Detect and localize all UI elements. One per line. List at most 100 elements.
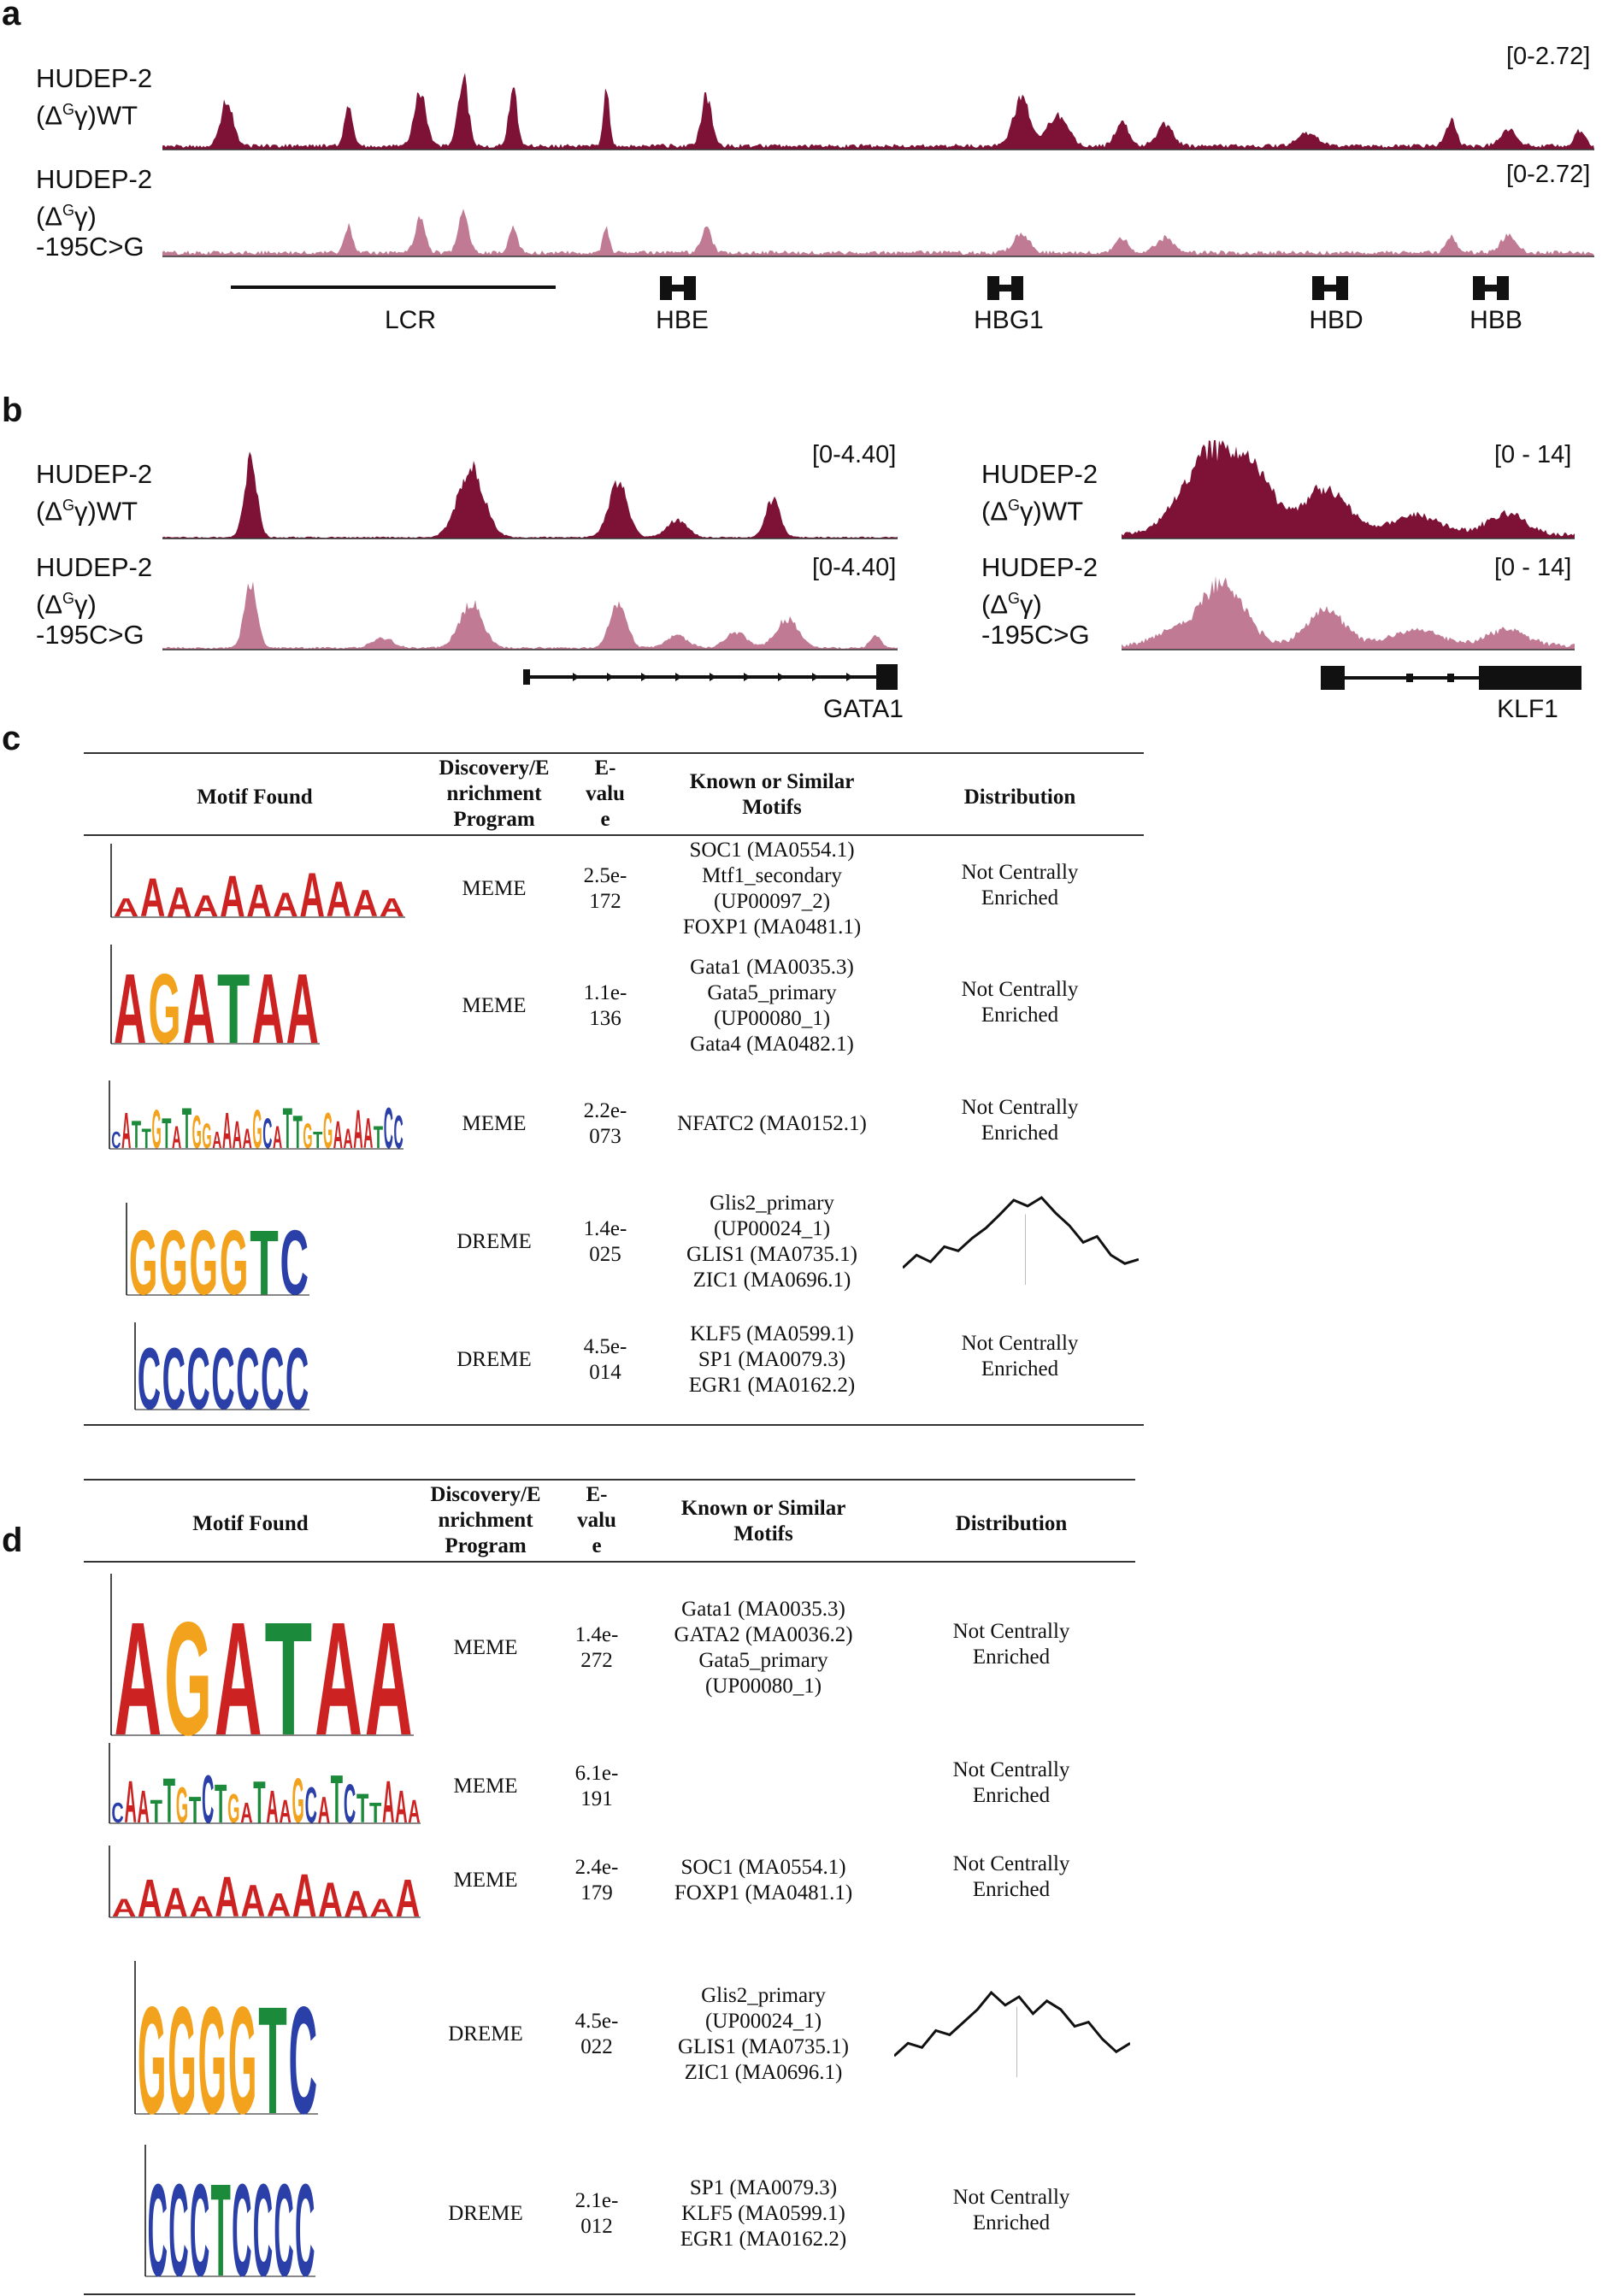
svg-text:C: C (202, 1761, 214, 1834)
panel-a-mut-coverage-track (162, 209, 1594, 257)
distribution-cell: Not Centrally Enriched (961, 861, 1079, 910)
hbb-gene-glyph (1473, 276, 1509, 300)
panel-a-track1-label: HUDEP-2 (ΔGγ)WT (36, 63, 153, 131)
svg-text:G: G (220, 1210, 249, 1305)
panel-a-wt-coverage-track (162, 73, 1594, 150)
svg-text:G: G (148, 953, 180, 1054)
svg-text:G: G (151, 1099, 161, 1159)
svg-text:C: C (186, 1330, 209, 1420)
svg-text:A: A (315, 1589, 362, 1746)
program-cell: MEME (462, 1112, 527, 1135)
svg-text:T: T (163, 1764, 175, 1834)
known-motifs-cell: SOC1 (MA0554.1) Mtf1_secondary (UP00097_2)… (682, 839, 862, 939)
evalue-cell: 1.4e- 272 (574, 1622, 619, 1672)
panel-b-left-track2-label: HUDEP-2 (ΔGγ) -195C>G (36, 552, 153, 651)
svg-text:A: A (344, 1123, 353, 1154)
svg-text:C: C (295, 2157, 315, 2287)
svg-text:T: T (293, 1106, 303, 1158)
program-cell: DREME (448, 2202, 523, 2225)
svg-text:A: A (121, 1102, 131, 1159)
known-motifs-cell: SP1 (MA0079.3) KLF5 (MA0599.1) EGR1 (MA016… (680, 2176, 847, 2251)
svg-text:C: C (190, 2157, 209, 2287)
hbe-gene-glyph (660, 276, 696, 300)
evalue-cell: 2.5e- 172 (583, 864, 627, 913)
svg-text:A: A (212, 1127, 221, 1153)
svg-text:C: C (211, 1330, 234, 1420)
svg-text:A: A (279, 1793, 291, 1830)
evalue-cell: 4.5e- 014 (583, 1334, 627, 1384)
panel-b-klf1-wt-track (1122, 440, 1575, 539)
svg-text:A: A (167, 879, 192, 926)
svg-text:T: T (356, 1786, 368, 1832)
svg-text:C: C (262, 1110, 272, 1157)
svg-text:A: A (353, 1099, 362, 1159)
svg-text:T: T (132, 1113, 141, 1157)
gene-label-klf1: KLF1 (1497, 695, 1558, 723)
svg-text:C: C (148, 2157, 168, 2287)
svg-text:G: G (159, 1210, 188, 1305)
known-motifs-cell: Gata1 (MA0035.3) GATA2 (MA0036.2) Gata5_pr… (674, 1597, 853, 1698)
svg-text:A: A (408, 1793, 420, 1830)
svg-text:G: G (303, 1116, 312, 1156)
svg-text:C: C (289, 1975, 318, 2124)
header-motif-found: Motif Found (192, 1512, 309, 1535)
distribution-cell: Not Centrally Enriched (952, 2186, 1070, 2234)
svg-text:T: T (253, 1769, 265, 1834)
gene-label-hbe: HBE (656, 306, 709, 334)
svg-text:G: G (202, 1116, 211, 1156)
program-cell: MEME (453, 1869, 518, 1892)
svg-text:A: A (380, 894, 405, 922)
svg-text:A: A (396, 1869, 421, 1928)
svg-text:G: G (176, 1777, 188, 1834)
evalue-cell: 1.4e- 025 (583, 1217, 627, 1266)
table-rule (84, 1424, 1144, 1426)
svg-text:C: C (280, 1210, 309, 1305)
distribution-curve (894, 1990, 1130, 2077)
gene-label-hbb: HBB (1469, 306, 1522, 334)
distribution-cell: Not Centrally Enriched (952, 1758, 1070, 1807)
known-motifs-cell: SOC1 (MA0554.1) FOXP1 (MA0481.1) (674, 1856, 853, 1905)
distribution-cell: Not Centrally Enriched (952, 1619, 1070, 1669)
svg-text:T: T (150, 1793, 162, 1830)
svg-text:A: A (365, 1589, 413, 1746)
svg-text:A: A (163, 1880, 188, 1926)
header-program: Discovery/E nrichment Program (430, 1483, 541, 1557)
header-evalue: E-valu e (586, 757, 625, 831)
svg-text:A: A (172, 1120, 181, 1155)
svg-text:A: A (299, 861, 325, 927)
svg-text:G: G (168, 1975, 197, 2124)
svg-text:A: A (193, 890, 219, 923)
svg-text:A: A (114, 1589, 162, 1746)
distribution-cell: Not Centrally Enriched (961, 978, 1079, 1027)
svg-text:T: T (313, 1127, 322, 1153)
svg-text:A: A (327, 872, 352, 927)
table-rule (84, 1561, 1135, 1563)
svg-text:T: T (258, 1975, 287, 2124)
program-cell: MEME (453, 1635, 518, 1659)
svg-text:C: C (111, 1127, 121, 1153)
svg-text:T: T (331, 1761, 343, 1834)
table-rule (84, 2293, 1135, 2295)
svg-text:T: T (162, 1110, 171, 1157)
svg-text:T: T (189, 1790, 201, 1831)
panel-b-left-track1-range: [0-4.40] (812, 441, 897, 468)
svg-text:C: C (286, 1330, 309, 1420)
panel-b-gata1-wt-track (162, 451, 898, 539)
panel-a-track2-label: HUDEP-2 (ΔGγ) -195C>G (36, 164, 153, 262)
svg-text:A: A (267, 1887, 292, 1924)
svg-text:G: G (192, 1106, 202, 1158)
svg-text:A: A (318, 1790, 330, 1831)
evalue-cell: 1.1e- 136 (583, 981, 627, 1030)
svg-text:C: C (394, 1106, 403, 1158)
svg-text:G: G (129, 1210, 158, 1305)
panel-a-track2-range: [0-2.72] (1506, 161, 1591, 188)
svg-text:A: A (333, 1113, 343, 1157)
distribution-cell: Not Centrally Enriched (952, 1852, 1070, 1901)
panel-c-letter: c (2, 720, 21, 757)
svg-text:C: C (253, 2157, 273, 2287)
svg-text:T: T (369, 1797, 381, 1828)
distribution-curve (903, 1196, 1139, 1285)
panel-b-left-track1-label: HUDEP-2 (ΔGγ)WT (36, 459, 153, 527)
